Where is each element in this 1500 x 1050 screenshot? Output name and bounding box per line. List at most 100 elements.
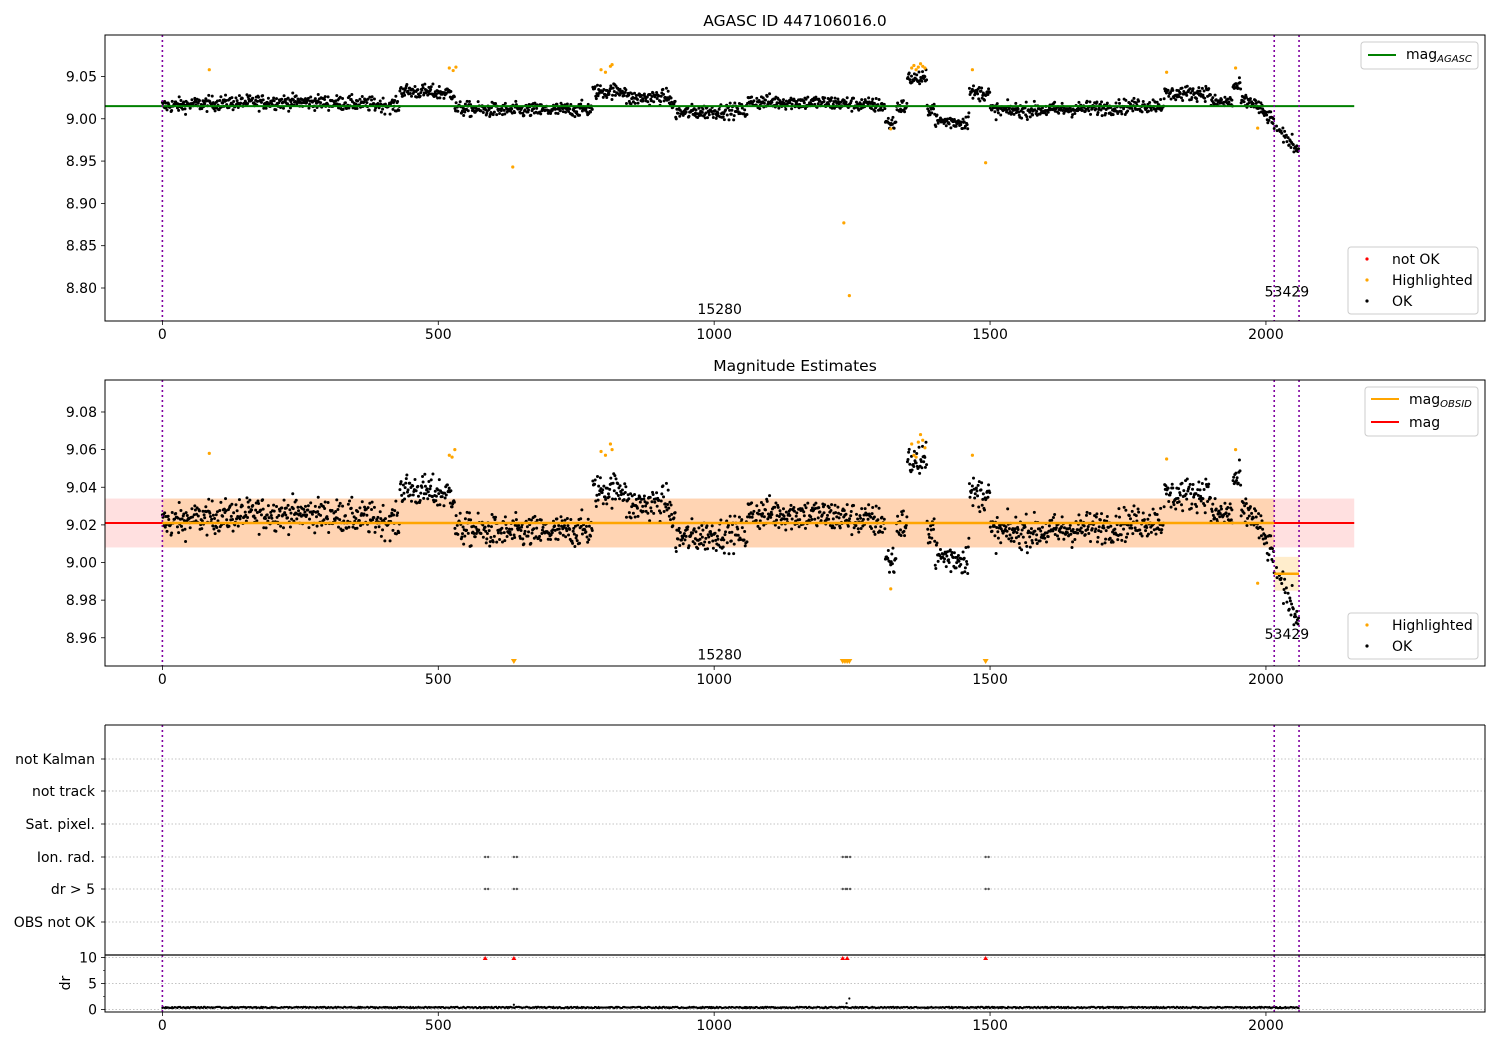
ok-point [941, 552, 945, 556]
ok-point [1290, 584, 1294, 588]
ok-point [1056, 534, 1060, 538]
ok-point [762, 523, 766, 527]
ok-point [1029, 107, 1033, 111]
ok-point [892, 570, 896, 574]
ok-point [1269, 534, 1273, 538]
ok-point [1235, 478, 1239, 482]
ok-point [423, 484, 427, 488]
ok-point [561, 533, 565, 537]
ok-point [323, 95, 327, 99]
ok-point [883, 107, 887, 111]
ok-point [807, 518, 811, 522]
ok-point [777, 514, 781, 518]
ok-point [1148, 101, 1152, 105]
ok-point [473, 535, 477, 539]
ok-point [944, 124, 948, 128]
ok-point [673, 99, 677, 103]
ok-point [967, 482, 971, 486]
ok-point [1185, 497, 1189, 501]
ok-point [748, 515, 752, 519]
ok-point [232, 99, 236, 103]
ok-point [677, 526, 681, 530]
highlighted-series [207, 62, 1260, 298]
ok-point [1113, 527, 1117, 531]
ok-point [551, 528, 555, 532]
highlighted-point [916, 65, 920, 69]
ok-point [945, 554, 949, 558]
ok-point [601, 488, 605, 492]
flag-category-label: not Kalman [15, 752, 95, 768]
ok-point [201, 509, 205, 513]
ok-point [743, 529, 747, 533]
ok-point [170, 99, 174, 103]
ok-point [1289, 613, 1293, 617]
ok-point [341, 504, 345, 508]
ok-point [1014, 536, 1018, 540]
ok-point [1154, 109, 1158, 113]
ok-point [502, 108, 506, 112]
ok-point [373, 108, 377, 112]
ok-point [355, 526, 359, 530]
ok-point [1142, 518, 1146, 522]
ok-point [678, 531, 682, 535]
ok-point [698, 537, 702, 541]
ok-point [436, 96, 440, 100]
ok-point [203, 102, 207, 106]
ok-point [967, 536, 971, 540]
ok-point [288, 106, 292, 110]
ok-point [425, 487, 429, 491]
ok-point [949, 126, 953, 130]
ok-point [230, 517, 234, 521]
x-tick-label: 0 [158, 327, 167, 343]
ok-point [1120, 538, 1124, 542]
ok-point [995, 516, 999, 520]
ok-point [348, 94, 352, 98]
ok-point [703, 547, 707, 551]
ok-point [1287, 143, 1291, 147]
ok-point [719, 518, 723, 522]
ok-point [286, 503, 290, 507]
ok-point [792, 99, 796, 103]
ok-point [529, 541, 533, 545]
ok-point [347, 525, 351, 529]
ok-point [372, 102, 376, 106]
ok-point [1228, 502, 1232, 506]
ok-point [234, 503, 238, 507]
legend-marker [1365, 257, 1369, 261]
ok-point [694, 108, 698, 112]
ok-point [886, 556, 890, 560]
ok-point [499, 531, 503, 535]
ok-point [871, 505, 875, 509]
ok-point [615, 491, 619, 495]
ok-point [674, 117, 678, 121]
ok-point [522, 532, 526, 536]
ok-point [1226, 97, 1230, 101]
ok-point [440, 495, 444, 499]
ok-point [1083, 533, 1087, 537]
ok-point [556, 111, 560, 115]
ok-point [661, 484, 665, 488]
ok-point [644, 504, 648, 508]
legend-label: mag [1409, 415, 1440, 431]
ok-point [762, 101, 766, 105]
ok-point [1014, 515, 1018, 519]
ok-point [1062, 111, 1066, 115]
y-tick-label: 9.08 [66, 405, 97, 421]
flag-point [841, 887, 844, 891]
ok-point [856, 527, 860, 531]
ok-point [938, 116, 942, 120]
ok-point [1012, 539, 1016, 543]
ok-point [1288, 596, 1292, 600]
ok-point [664, 505, 668, 509]
ok-point [465, 510, 469, 514]
ok-point [603, 495, 607, 499]
ok-point [728, 108, 732, 112]
ok-point [1257, 512, 1261, 516]
ok-point [203, 516, 207, 520]
ok-point [208, 511, 212, 515]
flag-category-label: dr > 5 [51, 882, 95, 898]
ok-point [183, 107, 187, 111]
flag-point [486, 887, 490, 891]
ok-point [692, 527, 696, 531]
